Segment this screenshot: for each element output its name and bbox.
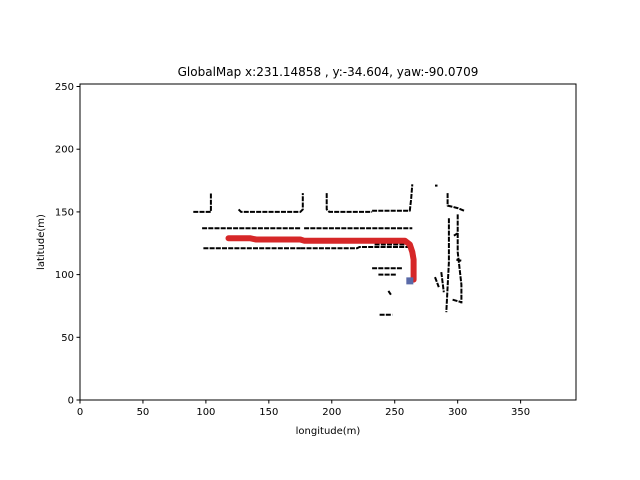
y-tick-label: 100 bbox=[55, 270, 74, 281]
map-obstacle-segment bbox=[237, 193, 304, 213]
map-obstacle-segment bbox=[452, 298, 462, 304]
y-tick-label: 0 bbox=[68, 396, 74, 407]
plot-area-frame bbox=[79, 83, 577, 401]
map-obstacle-segment bbox=[300, 246, 410, 250]
plot-data bbox=[193, 184, 465, 316]
map-obstacle-segment bbox=[440, 271, 445, 293]
x-tick-label: 150 bbox=[259, 407, 278, 418]
x-tick-label: 250 bbox=[385, 407, 404, 418]
map-obstacle-segment bbox=[446, 193, 465, 212]
y-tick-label: 50 bbox=[61, 333, 74, 344]
current-pose-marker bbox=[406, 277, 414, 285]
chart-title: GlobalMap x:231.14858 , y:-34.604, yaw:-… bbox=[178, 65, 479, 79]
axis-ticks: 0 50 100 150 200 250 300 350 0 50 100 150 200 250 bbox=[55, 82, 530, 418]
x-axis-label: longitude(m) bbox=[296, 426, 361, 437]
y-tick-label: 150 bbox=[55, 207, 74, 218]
map-obstacle-segment bbox=[372, 184, 414, 212]
x-tick-label: 100 bbox=[196, 407, 215, 418]
map-obstacle-segment bbox=[434, 276, 440, 288]
map-obstacle-segment bbox=[445, 218, 450, 313]
x-tick-label: 0 bbox=[77, 407, 83, 418]
map-obstacle-segment bbox=[456, 258, 462, 262]
x-tick-label: 300 bbox=[448, 407, 467, 418]
x-tick-label: 200 bbox=[322, 407, 341, 418]
y-tick-label: 200 bbox=[55, 145, 74, 156]
trajectory-path bbox=[225, 235, 417, 283]
y-axis-label: latitude(m) bbox=[36, 214, 47, 270]
x-tick-label: 350 bbox=[511, 407, 530, 418]
map-obstacle-segment bbox=[387, 290, 392, 296]
x-tick-label: 50 bbox=[137, 407, 150, 418]
map-obstacle-segment bbox=[453, 232, 459, 237]
y-tick-label: 250 bbox=[55, 82, 74, 93]
map-obstacle-segment bbox=[325, 193, 373, 213]
